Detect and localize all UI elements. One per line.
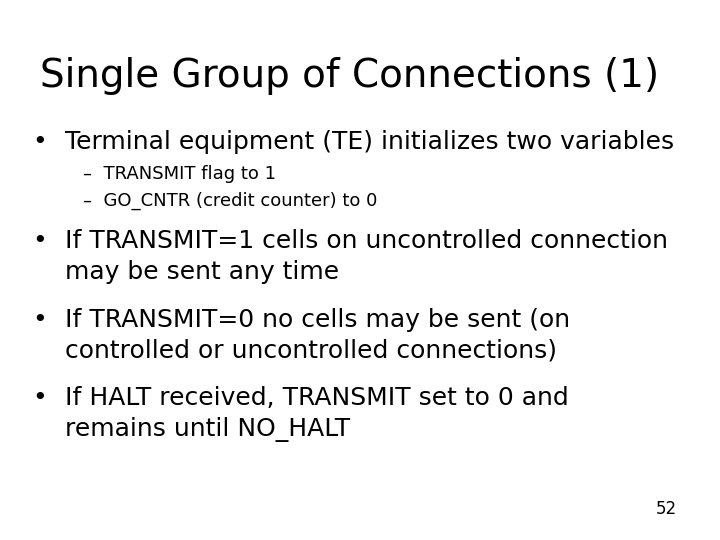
Text: •: • bbox=[32, 308, 47, 332]
Text: Single Group of Connections (1): Single Group of Connections (1) bbox=[40, 57, 659, 94]
Text: 52: 52 bbox=[656, 501, 677, 518]
Text: If TRANSMIT=0 no cells may be sent (on
controlled or uncontrolled connections): If TRANSMIT=0 no cells may be sent (on c… bbox=[65, 308, 570, 362]
Text: If HALT received, TRANSMIT set to 0 and
remains until NO_HALT: If HALT received, TRANSMIT set to 0 and … bbox=[65, 386, 569, 442]
Text: Terminal equipment (TE) initializes two variables: Terminal equipment (TE) initializes two … bbox=[65, 130, 674, 153]
Text: •: • bbox=[32, 230, 47, 253]
Text: –  TRANSMIT flag to 1: – TRANSMIT flag to 1 bbox=[83, 165, 276, 183]
Text: –  GO_CNTR (credit counter) to 0: – GO_CNTR (credit counter) to 0 bbox=[83, 192, 377, 210]
Text: If TRANSMIT=1 cells on uncontrolled connection
may be sent any time: If TRANSMIT=1 cells on uncontrolled conn… bbox=[65, 230, 668, 284]
Text: •: • bbox=[32, 130, 47, 153]
Text: •: • bbox=[32, 386, 47, 410]
